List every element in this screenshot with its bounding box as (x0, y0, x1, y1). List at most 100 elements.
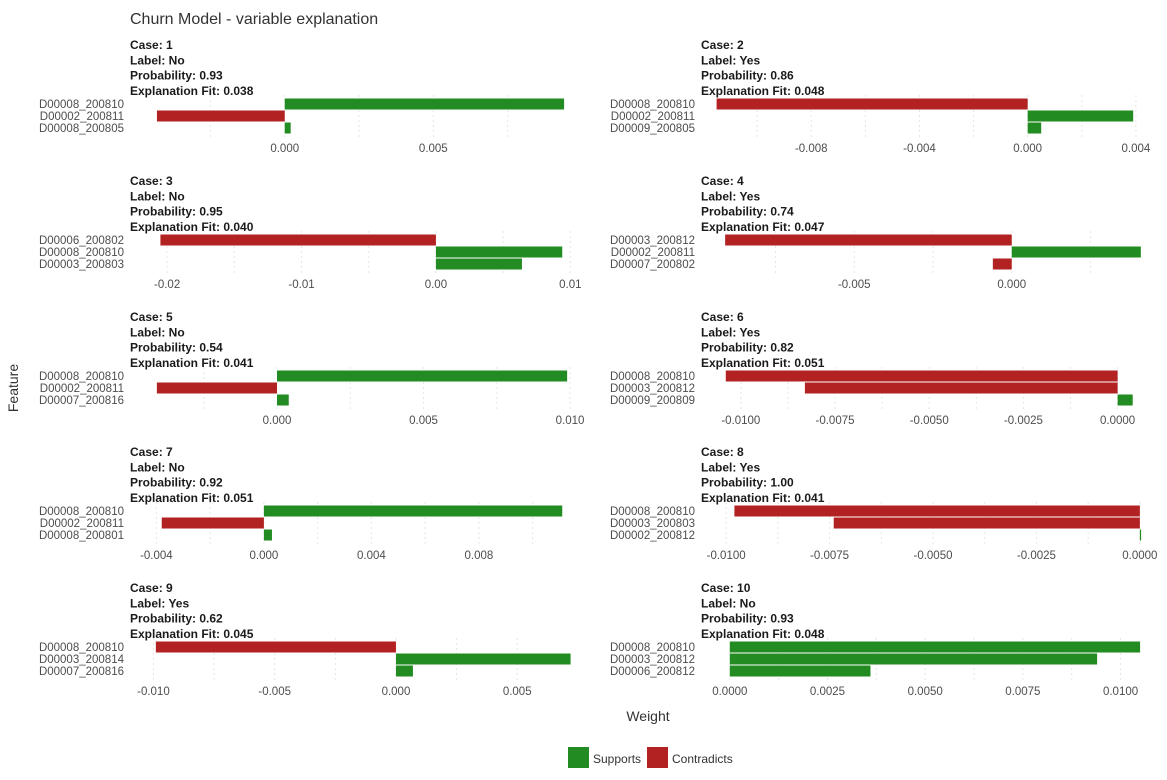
feature-label: D00008_200810 (39, 247, 124, 259)
legend-swatch-contradicts (647, 747, 668, 768)
x-tick-label: 0.008 (465, 550, 494, 562)
panel-explanation-fit: Explanation Fit: 0.041 (701, 491, 825, 505)
panel-explanation-fit: Explanation Fit: 0.041 (130, 356, 254, 370)
x-tick-label: -0.005 (258, 686, 291, 698)
x-tick-label: 0.0000 (1122, 550, 1157, 562)
bar-supports (263, 529, 272, 541)
x-tick-label: -0.010 (137, 686, 170, 698)
panel-explanation-fit: Explanation Fit: 0.040 (130, 220, 254, 234)
panel-case: Case: 8 (701, 445, 744, 459)
x-tick-label: 0.0025 (810, 686, 845, 698)
x-axis-label: Weight (626, 708, 669, 724)
panel-label: Label: Yes (701, 53, 760, 67)
feature-label: D00008_200810 (610, 642, 695, 654)
x-tick-label: 0.004 (1121, 143, 1150, 155)
bar-contradicts (156, 110, 285, 122)
feature-label: D00008_200810 (610, 506, 695, 518)
bar-contradicts (716, 98, 1028, 110)
panel-label: Label: No (701, 596, 756, 610)
bar-supports (435, 258, 522, 270)
feature-label: D00006_200802 (39, 235, 124, 247)
panel-explanation-fit: Explanation Fit: 0.051 (130, 491, 254, 505)
feature-label: D00008_200810 (39, 371, 124, 383)
bar-supports (284, 122, 291, 134)
panel-label: Label: Yes (701, 460, 760, 474)
bar-contradicts (725, 234, 1012, 246)
panel-case: Case: 5 (130, 310, 173, 324)
feature-label: D00003_200812 (610, 654, 695, 666)
x-tick-label: 0.010 (556, 415, 585, 427)
feature-label: D00007_200802 (610, 259, 695, 271)
feature-label: D00008_200810 (39, 506, 124, 518)
feature-label: D00008_200810 (39, 99, 124, 111)
x-tick-label: -0.004 (140, 550, 173, 562)
bar-contradicts (155, 641, 396, 653)
y-axis-label: Feature (5, 364, 21, 412)
x-tick-label: 0.000 (382, 686, 411, 698)
feature-label: D00003_200812 (610, 383, 695, 395)
feature-label: D00003_200803 (610, 518, 695, 530)
feature-label: D00008_200801 (39, 530, 124, 542)
x-tick-label: -0.0075 (816, 415, 855, 427)
panel-explanation-fit: Explanation Fit: 0.048 (701, 84, 825, 98)
panel-case: Case: 4 (701, 174, 744, 188)
feature-label: D00007_200816 (39, 666, 124, 678)
x-tick-label: -0.02 (154, 279, 180, 291)
bar-supports (729, 653, 1098, 665)
feature-label: D00006_200812 (610, 666, 695, 678)
bar-contradicts (160, 234, 436, 246)
bar-supports (1027, 110, 1134, 122)
bar-contradicts (725, 370, 1118, 382)
panel-label: Label: No (130, 53, 185, 67)
x-tick-label: -0.0100 (707, 550, 746, 562)
feature-label: D00008_200805 (39, 123, 124, 135)
x-tick-label: 0.000 (263, 415, 292, 427)
x-tick-label: 0.00 (425, 279, 447, 291)
x-tick-label: -0.0050 (913, 550, 952, 562)
x-tick-label: 0.0050 (908, 686, 943, 698)
panel-probability: Probability: 0.93 (701, 612, 794, 626)
panel-probability: Probability: 1.00 (701, 476, 794, 490)
x-tick-label: -0.0025 (1004, 415, 1043, 427)
x-tick-label: 0.000 (997, 279, 1026, 291)
panel-explanation-fit: Explanation Fit: 0.051 (701, 356, 825, 370)
bar-supports (284, 98, 565, 110)
x-tick-label: 0.000 (1013, 143, 1042, 155)
bar-supports (277, 394, 289, 406)
bar-supports (1117, 394, 1133, 406)
feature-label: D00008_200810 (610, 99, 695, 111)
bar-supports (395, 665, 413, 677)
panel-explanation-fit: Explanation Fit: 0.048 (701, 627, 825, 641)
panel-probability: Probability: 0.95 (130, 205, 223, 219)
panel-label: Label: Yes (701, 325, 760, 339)
panel-explanation-fit: Explanation Fit: 0.047 (701, 220, 825, 234)
panel-label: Label: No (130, 189, 185, 203)
bar-supports (1139, 529, 1142, 541)
bar-supports (729, 641, 1141, 653)
panel-label: Label: Yes (701, 189, 760, 203)
feature-label: D00008_200810 (610, 371, 695, 383)
x-tick-label: -0.0025 (1017, 550, 1056, 562)
panel-label: Label: No (130, 325, 185, 339)
panel-probability: Probability: 0.92 (130, 476, 223, 490)
feature-label: D00009_200809 (610, 395, 695, 407)
feature-label: D00002_200812 (610, 530, 695, 542)
panel-probability: Probability: 0.82 (701, 341, 794, 355)
panel-explanation-fit: Explanation Fit: 0.045 (130, 627, 254, 641)
bar-supports (729, 665, 871, 677)
x-tick-label: -0.004 (903, 143, 936, 155)
bar-supports (263, 505, 563, 517)
feature-label: D00002_200811 (40, 383, 124, 395)
bar-supports (1027, 122, 1042, 134)
feature-label: D00007_200816 (39, 395, 124, 407)
panel-case: Case: 2 (701, 38, 744, 52)
x-tick-label: 0.005 (419, 143, 448, 155)
panel-case: Case: 1 (130, 38, 173, 52)
